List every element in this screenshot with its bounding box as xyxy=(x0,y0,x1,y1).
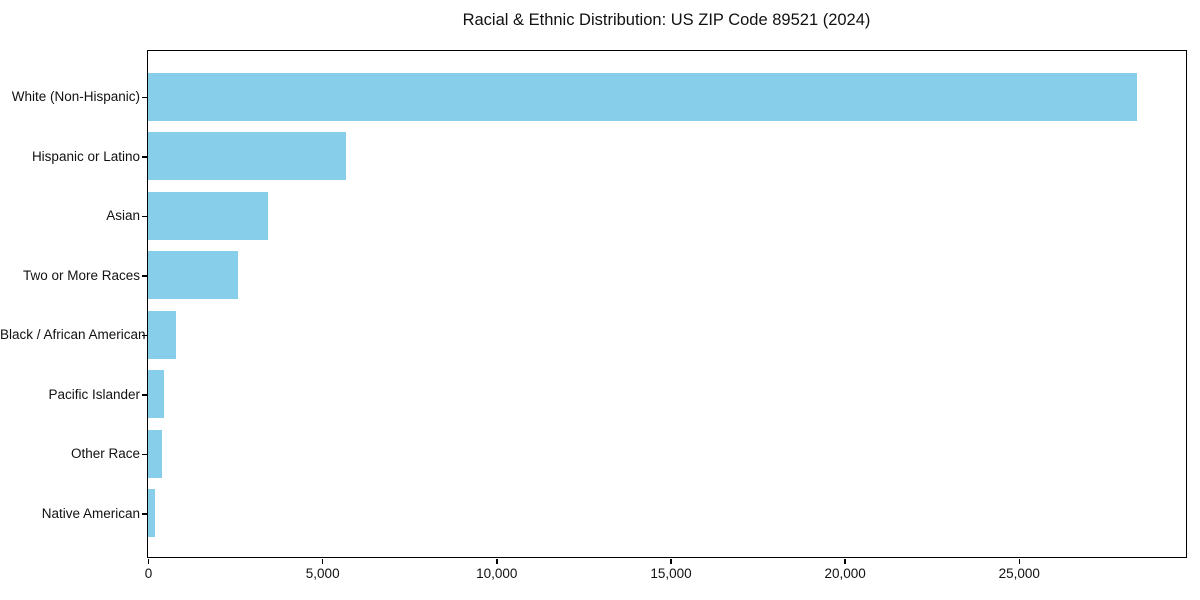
y-tick-label: Two or More Races xyxy=(22,267,140,283)
y-tick-mark xyxy=(142,334,147,336)
y-tick-label: Black / African American xyxy=(0,327,146,343)
y-tick-mark xyxy=(142,96,147,98)
x-tick-mark xyxy=(670,559,672,564)
y-tick-mark xyxy=(142,453,147,455)
bar xyxy=(148,429,163,478)
x-tick-mark xyxy=(1018,559,1021,564)
x-tick-label: 0 xyxy=(144,566,153,581)
y-tick-mark xyxy=(142,394,147,396)
y-tick-label: Pacific Islander xyxy=(48,386,140,402)
bar xyxy=(148,191,268,240)
chart-title: Racial & Ethnic Distribution: US ZIP Cod… xyxy=(462,11,871,29)
bar xyxy=(148,370,165,419)
y-tick-label: Other Race xyxy=(70,446,140,462)
x-tick-mark xyxy=(496,559,498,564)
plot-area xyxy=(147,50,1187,558)
y-tick-mark xyxy=(142,513,147,515)
x-tick-label: 5,000 xyxy=(305,566,340,581)
bar xyxy=(148,251,238,300)
x-tick-label: 10,000 xyxy=(476,566,518,581)
y-tick-label: Native American xyxy=(41,505,140,521)
bar xyxy=(148,132,346,181)
x-tick-mark xyxy=(147,559,150,564)
x-tick-mark xyxy=(844,559,846,564)
y-tick-mark xyxy=(142,215,147,217)
x-tick-label: 25,000 xyxy=(998,566,1040,581)
bar xyxy=(148,72,1138,121)
x-tick-label: 20,000 xyxy=(824,566,866,581)
y-tick-label: Asian xyxy=(106,208,140,224)
y-tick-mark xyxy=(142,156,147,158)
x-tick-label: 15,000 xyxy=(650,566,692,581)
y-tick-mark xyxy=(142,275,147,277)
bar xyxy=(148,489,155,538)
x-tick-mark xyxy=(321,559,324,564)
y-tick-label: Hispanic or Latino xyxy=(31,148,140,164)
bar xyxy=(148,310,176,359)
y-tick-label: White (Non-Hispanic) xyxy=(11,89,140,105)
